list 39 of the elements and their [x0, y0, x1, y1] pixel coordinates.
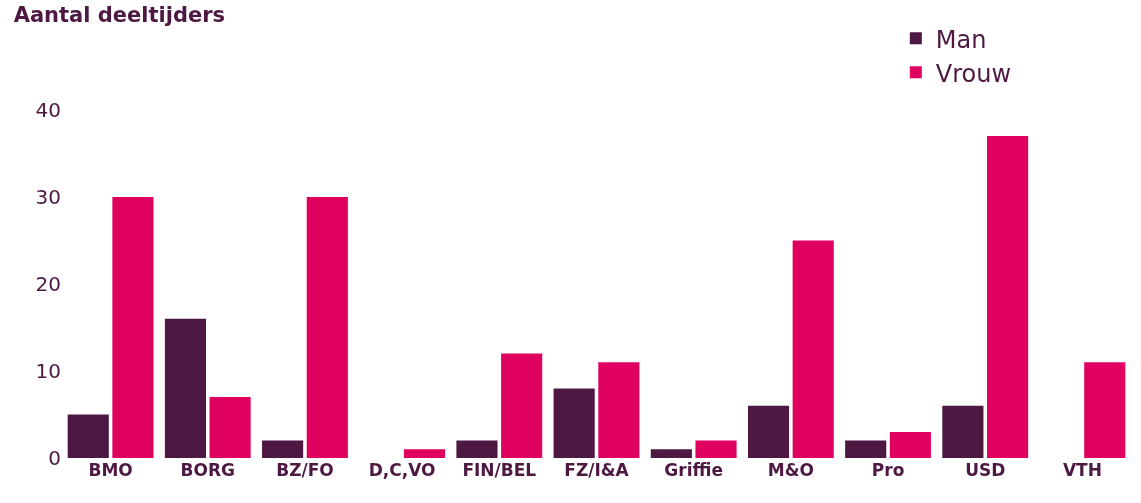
- bar: [1084, 362, 1126, 458]
- chart-title: Aantal deeltijders: [13, 3, 226, 28]
- legend-label: Vrouw: [935, 59, 1012, 88]
- bar: [942, 405, 984, 458]
- bar: [650, 449, 692, 458]
- x-tick-label: FIN/BEL: [462, 460, 537, 480]
- bar: [456, 440, 498, 458]
- bar: [112, 197, 154, 458]
- x-tick-label: BMO: [88, 460, 133, 480]
- bar: [553, 388, 595, 458]
- bar: [845, 440, 887, 458]
- bar: [501, 353, 543, 458]
- y-tick-label: 20: [35, 272, 61, 296]
- x-tick-label: Pro: [871, 460, 905, 480]
- bar: [209, 397, 251, 458]
- bar: [889, 431, 931, 458]
- x-tick-label: BORG: [180, 460, 235, 480]
- bar: [747, 405, 790, 458]
- x-tick-label: VTH: [1062, 460, 1102, 480]
- bar: [403, 449, 446, 458]
- x-tick-label: M&O: [767, 460, 814, 480]
- x-tick-label: USD: [965, 460, 1006, 480]
- x-tick-label: D,C,VO: [368, 460, 436, 480]
- bar: [67, 414, 109, 458]
- x-tick-label: FZ/I&A: [564, 460, 630, 480]
- bar: [987, 136, 1029, 458]
- bar: [262, 440, 304, 458]
- y-tick-label: 40: [35, 98, 61, 122]
- x-tick-label: Griffie: [664, 460, 724, 480]
- legend-label: Man: [935, 25, 987, 54]
- bar: [695, 440, 737, 458]
- y-tick-label: 0: [48, 446, 61, 470]
- y-tick-label: 30: [35, 185, 61, 209]
- bar: [792, 240, 834, 458]
- bar: [164, 318, 206, 458]
- bar: [306, 197, 348, 458]
- x-tick-label: BZ/FO: [276, 460, 334, 480]
- bar: [598, 362, 640, 458]
- y-tick-label: 10: [35, 359, 61, 383]
